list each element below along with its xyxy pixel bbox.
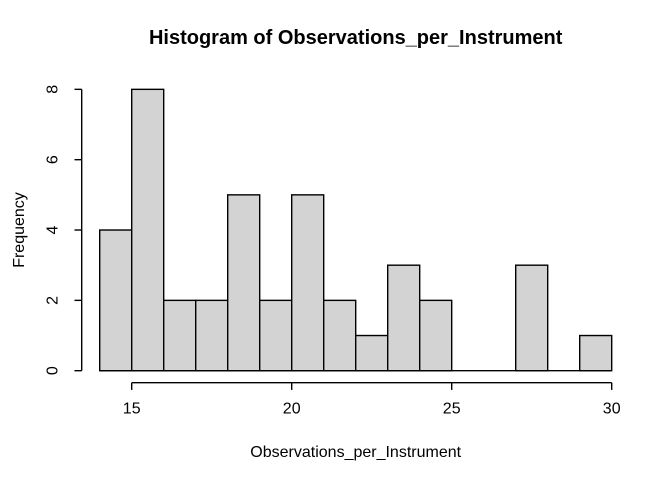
x-tick-label: 15 xyxy=(123,401,141,418)
histogram-bar xyxy=(291,194,325,372)
x-tick-label: 20 xyxy=(283,401,301,418)
histogram-bar xyxy=(98,229,133,372)
histogram-bar xyxy=(259,299,293,372)
x-tick-label: 25 xyxy=(443,401,461,418)
y-tick-label: 0 xyxy=(45,366,62,375)
plot-area: 0 2 4 6 8 15 20 25 30 xyxy=(45,85,621,418)
histogram-bar xyxy=(130,88,165,372)
histogram-bar xyxy=(579,334,613,372)
x-axis-title: Observations_per_Instrument xyxy=(250,444,461,461)
y-axis-title: Frequency xyxy=(11,192,28,268)
y-tick-label: 8 xyxy=(45,85,62,94)
histogram-bar xyxy=(419,299,453,372)
y-tick-label: 6 xyxy=(45,155,62,164)
histogram-bar xyxy=(194,299,229,372)
histogram-bar xyxy=(162,299,197,372)
chart-title: Histogram of Observations_per_Instrument xyxy=(149,27,563,49)
x-tick-label: 30 xyxy=(603,401,621,418)
histogram-bar xyxy=(387,264,421,372)
histogram-bar xyxy=(515,264,549,372)
y-tick-label: 4 xyxy=(45,225,62,234)
histogram-bar xyxy=(355,334,389,372)
y-tick-label: 2 xyxy=(45,296,62,305)
histogram-bar xyxy=(323,299,357,372)
histogram-bar xyxy=(226,194,261,372)
